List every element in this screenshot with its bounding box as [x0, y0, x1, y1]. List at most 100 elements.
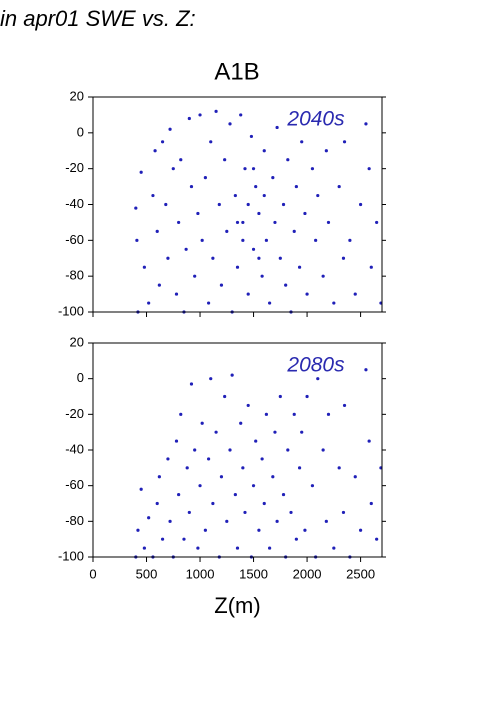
point	[337, 466, 341, 470]
point	[321, 448, 325, 452]
point	[155, 229, 159, 233]
point	[147, 301, 151, 305]
x-tick-label: 0	[89, 566, 96, 581]
point	[286, 158, 290, 162]
point	[254, 439, 258, 443]
point	[305, 394, 309, 399]
point	[251, 167, 256, 171]
point	[246, 403, 250, 408]
point	[196, 211, 200, 216]
point	[300, 430, 304, 434]
point	[264, 238, 268, 242]
point	[262, 193, 266, 198]
point	[233, 492, 237, 497]
point	[278, 256, 282, 260]
point	[326, 412, 331, 416]
point	[193, 274, 197, 278]
point	[273, 220, 277, 225]
point	[310, 484, 315, 488]
point	[260, 457, 264, 461]
point	[239, 421, 243, 425]
point	[284, 283, 288, 287]
point	[375, 220, 379, 225]
point	[268, 546, 272, 550]
point	[151, 193, 155, 198]
point	[294, 184, 298, 189]
point	[168, 127, 172, 131]
point	[294, 537, 298, 541]
point	[310, 167, 315, 171]
point	[155, 501, 159, 506]
point	[160, 140, 165, 144]
point	[342, 403, 347, 408]
point	[257, 211, 261, 216]
point	[332, 546, 336, 550]
point	[235, 546, 240, 550]
point	[189, 382, 194, 386]
point	[153, 149, 157, 153]
x-tick-label: 2000	[293, 566, 322, 581]
point	[207, 457, 211, 461]
point	[243, 167, 247, 171]
point	[203, 176, 207, 180]
point	[233, 193, 237, 198]
point	[136, 528, 140, 532]
point	[168, 519, 172, 523]
point	[196, 546, 200, 550]
point	[297, 265, 302, 269]
point	[182, 537, 186, 541]
point	[228, 448, 232, 452]
point	[235, 220, 240, 225]
point	[281, 202, 286, 207]
y-tick-label: 20	[70, 334, 84, 349]
point	[337, 184, 341, 189]
point	[174, 292, 179, 296]
point	[219, 283, 224, 287]
point	[214, 109, 218, 113]
point	[316, 377, 320, 381]
point	[303, 211, 307, 216]
point	[198, 484, 202, 488]
point	[209, 377, 213, 381]
point	[289, 510, 293, 515]
y-tick-label: -100	[58, 548, 84, 563]
point	[292, 229, 296, 233]
point	[364, 122, 368, 126]
point	[271, 176, 275, 180]
point	[332, 301, 336, 305]
x-tick-label: 1000	[186, 566, 215, 581]
point	[160, 537, 165, 541]
point	[262, 501, 266, 506]
point	[211, 501, 215, 506]
point	[268, 301, 272, 305]
point	[251, 484, 256, 488]
point	[326, 220, 331, 225]
point	[303, 528, 307, 532]
point	[353, 292, 357, 296]
point	[179, 412, 183, 416]
x-tick-label: 2500	[346, 566, 375, 581]
point	[147, 516, 151, 520]
y-tick-label: 20	[70, 88, 84, 103]
y-tick-label: -60	[65, 477, 84, 492]
point	[135, 238, 139, 242]
point	[257, 528, 261, 532]
point	[341, 510, 346, 515]
point	[164, 202, 168, 207]
point	[203, 528, 207, 532]
point	[166, 256, 170, 260]
point	[367, 167, 371, 171]
point	[367, 439, 371, 443]
point	[257, 256, 261, 260]
scenario-title: A1B	[214, 58, 259, 85]
point	[286, 448, 290, 452]
point	[358, 202, 363, 207]
point	[300, 140, 304, 144]
point	[157, 475, 161, 479]
point	[292, 412, 296, 416]
point	[174, 439, 179, 443]
point	[142, 546, 146, 550]
point	[314, 238, 318, 242]
